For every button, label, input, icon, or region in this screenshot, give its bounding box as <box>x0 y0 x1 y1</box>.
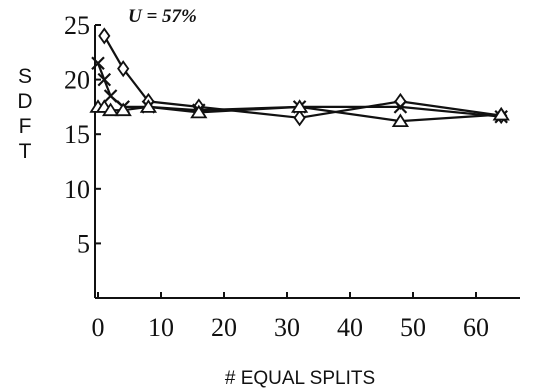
y-tick-label: 5 <box>77 229 90 258</box>
series-layer <box>91 29 508 126</box>
data-point-x <box>92 57 104 69</box>
y-tick-label: 10 <box>64 175 90 204</box>
x-axis-title: # EQUAL SPLITS <box>225 368 375 389</box>
x-tick-label: 40 <box>337 313 363 342</box>
x-tick-label: 0 <box>92 313 105 342</box>
data-point-x <box>105 90 117 102</box>
x-tick-label: 10 <box>148 313 174 342</box>
x-tick-label: 20 <box>211 313 237 342</box>
x-axis-ticks: 0 10 20 30 40 50 60 <box>92 292 490 342</box>
chart-annotation: U = 57% <box>128 6 197 27</box>
y-tick-label: 25 <box>64 11 90 40</box>
data-point-diamond <box>295 111 305 125</box>
y-axis-title-letter: F <box>19 115 32 138</box>
y-tick-label: 20 <box>64 66 90 95</box>
y-axis-title-letter: S <box>18 65 32 88</box>
x-tick-label: 50 <box>400 313 426 342</box>
x-tick-label: 30 <box>274 313 300 342</box>
x-tick-label: 60 <box>463 313 489 342</box>
y-axis-title-letter: D <box>17 90 32 113</box>
y-axis-title-letter: T <box>19 140 32 163</box>
y-tick-label: 15 <box>64 120 90 149</box>
